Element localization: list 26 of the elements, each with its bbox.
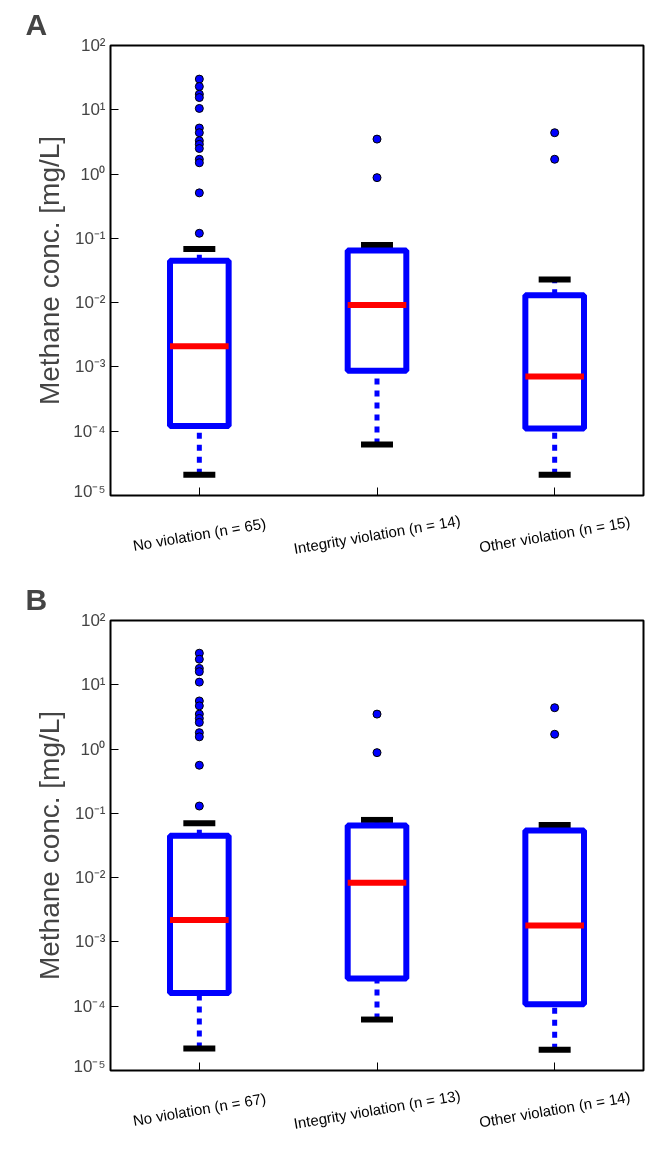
y-tick-label: 10⁻¹ [74, 228, 106, 248]
x-tick-label: Integrity violation (n = 14) [292, 511, 462, 557]
x-tick-label: No violation (n = 67) [131, 1089, 268, 1130]
y-tick-label: 10² [80, 611, 106, 630]
chart-title: B [25, 582, 48, 616]
y-tick-label: 10⁻¹ [74, 803, 106, 823]
y-tick-label: 10⁻⁵ [73, 481, 106, 501]
chart-title: A [25, 7, 48, 41]
x-tick-label: Other violation (n = 15) [477, 512, 632, 556]
y-tick-label: 10² [80, 36, 106, 55]
x-tick-label: Other violation (n = 14) [477, 1087, 632, 1131]
y-tick-label: 10⁻³ [74, 357, 106, 377]
y-tick-label: 10¹ [80, 675, 106, 695]
y-tick-label: 10⁻⁴ [73, 421, 106, 441]
y-axis-title: Methane conc. [mg/L] [34, 135, 66, 406]
y-tick-label: 10⁰ [80, 739, 106, 759]
y-tick-label: 10⁻⁴ [73, 996, 106, 1016]
x-tick-label: No violation (n = 65) [131, 514, 268, 555]
y-tick-label: 10¹ [80, 100, 106, 120]
y-tick-label: 10⁰ [80, 164, 106, 184]
y-tick-label: 10⁻³ [74, 932, 106, 952]
x-tick-label: Integrity violation (n = 13) [292, 1086, 462, 1132]
y-tick-label: 10⁻² [74, 868, 106, 888]
y-axis-title: Methane conc. [mg/L] [34, 710, 66, 981]
y-tick-label: 10⁻² [74, 293, 106, 313]
y-tick-label: 10⁻⁵ [73, 1056, 106, 1076]
